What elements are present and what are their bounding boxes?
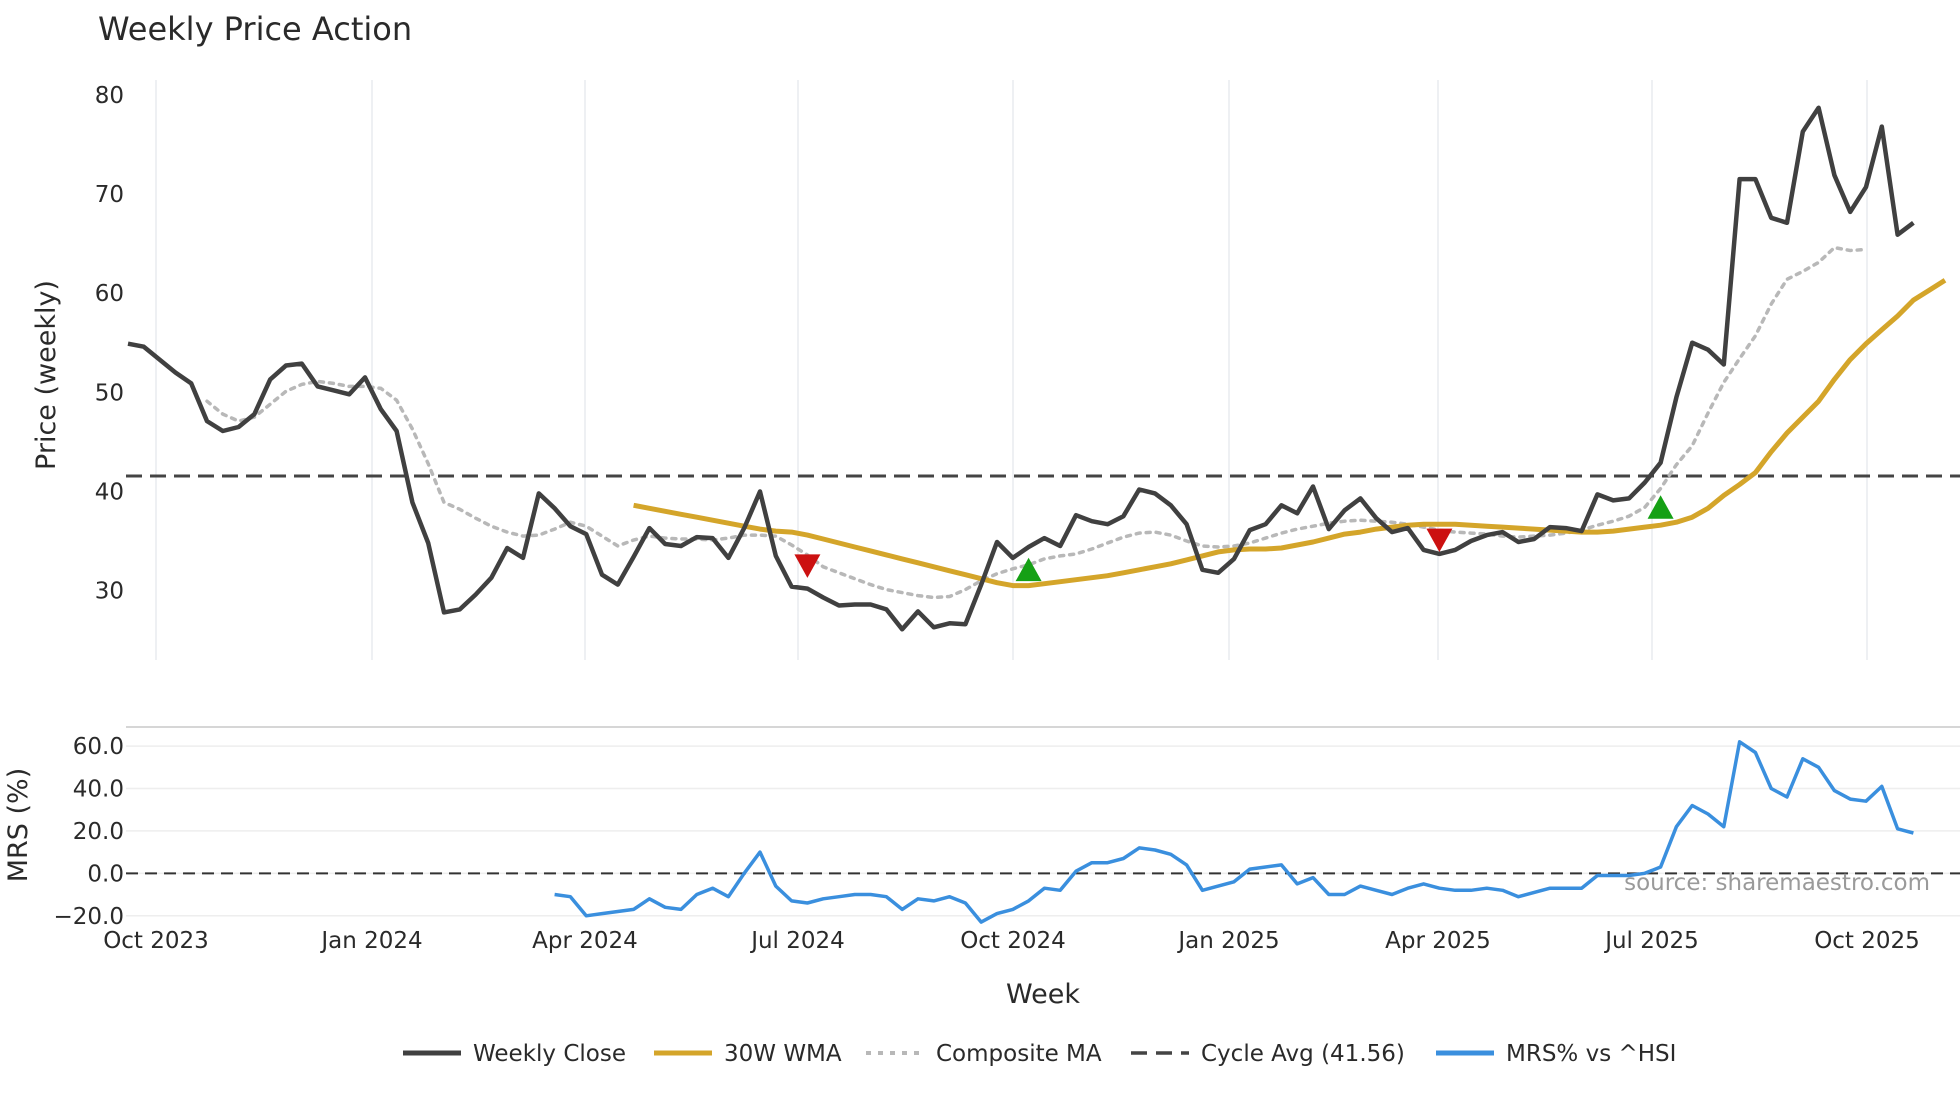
legend-label: Cycle Avg (41.56) — [1201, 1041, 1405, 1067]
chart-title: Weekly Price Action — [98, 10, 412, 48]
legend-label: Composite MA — [936, 1041, 1102, 1067]
legend-label: Weekly Close — [473, 1041, 626, 1067]
legend-label: 30W WMA — [724, 1041, 842, 1067]
price-y-tick-label: 40 — [95, 479, 124, 505]
sell-signal-marker — [1426, 528, 1453, 553]
price-y-tick-label: 80 — [95, 83, 124, 109]
source-note: source: sharemaestro.com — [1624, 870, 1930, 896]
price-y-tick-label: 70 — [95, 182, 124, 208]
x-tick-label: Jul 2024 — [749, 928, 845, 954]
mrs-y-tick-label: 40.0 — [73, 777, 124, 803]
x-tick-label: Oct 2024 — [960, 928, 1066, 954]
x-tick-label: Oct 2025 — [1814, 928, 1920, 954]
wma-30w-line — [633, 278, 1947, 589]
mrs-y-tick-label: 0.0 — [87, 861, 124, 887]
x-tick-label: Apr 2025 — [1385, 928, 1491, 954]
price-y-tick-label: 30 — [95, 579, 124, 605]
buy-signal-marker — [1015, 557, 1042, 582]
mrs-y-tick-label: 60.0 — [73, 734, 124, 760]
x-tick-label: Oct 2023 — [103, 928, 209, 954]
mrs-y-tick-label: 20.0 — [73, 819, 124, 845]
price-y-tick-label: 50 — [95, 380, 124, 406]
x-tick-label: Apr 2024 — [532, 928, 638, 954]
legend-label: MRS% vs ^HSI — [1506, 1041, 1676, 1067]
x-axis-title: Week — [1006, 979, 1080, 1010]
price-y-axis-title: Price (weekly) — [31, 280, 62, 470]
x-tick-label: Jan 2025 — [1176, 928, 1279, 954]
price-x-gridlines — [155, 80, 1868, 660]
x-ticks: Oct 2023 Jan 2024 Apr 2024 Jul 2024 Oct 2024… — [103, 928, 1920, 954]
buy-signal-marker — [1647, 495, 1674, 519]
x-tick-label: Jan 2024 — [319, 928, 422, 954]
x-tick-label: Jul 2025 — [1603, 928, 1699, 954]
price-y-tick-label: 60 — [95, 281, 124, 307]
sell-signal-marker — [794, 554, 821, 578]
mrs-y-axis-title: MRS (%) — [3, 768, 34, 883]
price-y-ticks: 30 40 50 60 70 80 — [95, 83, 124, 605]
mrs-y-tick-label: −20.0 — [54, 904, 124, 930]
signal-markers — [794, 495, 1674, 582]
mrs-line — [554, 740, 1914, 924]
composite-ma-line — [205, 245, 1868, 600]
mrs-y-ticks: −20.0 0.0 20.0 40.0 60.0 — [54, 734, 124, 930]
legend: Weekly Close 30W WMA Composite MA Cycle Avg… — [403, 1041, 1676, 1067]
weekly-close-line — [127, 105, 1915, 632]
